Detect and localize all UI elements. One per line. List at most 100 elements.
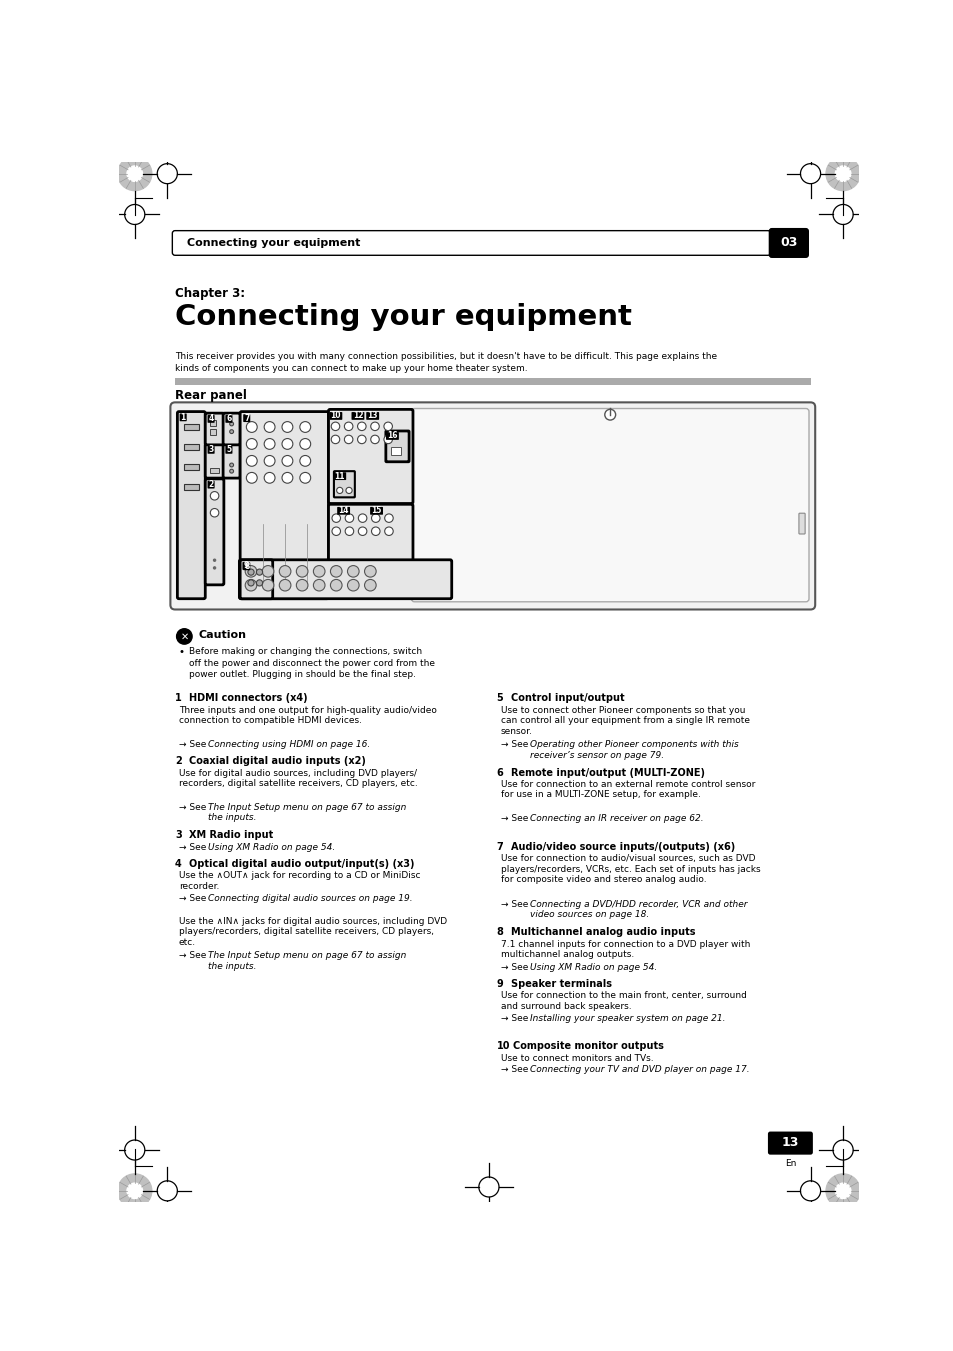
FancyBboxPatch shape: [243, 562, 250, 570]
Text: 13: 13: [781, 1136, 799, 1148]
Bar: [391, 447, 401, 455]
FancyBboxPatch shape: [177, 412, 205, 598]
FancyBboxPatch shape: [366, 412, 378, 420]
FancyBboxPatch shape: [208, 446, 214, 454]
Circle shape: [248, 580, 253, 586]
Bar: [183, 443, 199, 450]
Circle shape: [262, 580, 274, 590]
Text: Connecting an IR receiver on page 62.: Connecting an IR receiver on page 62.: [530, 815, 703, 823]
Circle shape: [245, 566, 256, 577]
Circle shape: [299, 455, 311, 466]
Text: 1: 1: [180, 413, 186, 422]
Circle shape: [246, 473, 257, 484]
Circle shape: [346, 488, 352, 493]
Text: → See: → See: [179, 740, 209, 750]
Text: → See: → See: [179, 894, 209, 904]
Circle shape: [384, 513, 393, 523]
Circle shape: [364, 580, 375, 590]
Text: → See: → See: [179, 951, 209, 961]
Circle shape: [347, 580, 358, 590]
Circle shape: [213, 567, 215, 569]
Text: The Input Setup menu on page 67 to assign
the inputs.: The Input Setup menu on page 67 to assig…: [208, 802, 406, 823]
Text: Use for digital audio sources, including DVD players/
recorders, digital satelli: Use for digital audio sources, including…: [179, 769, 417, 788]
Circle shape: [246, 439, 257, 450]
Circle shape: [282, 422, 293, 432]
Circle shape: [330, 580, 342, 590]
FancyBboxPatch shape: [243, 415, 250, 422]
Circle shape: [331, 422, 339, 431]
FancyBboxPatch shape: [205, 413, 224, 444]
FancyBboxPatch shape: [370, 507, 382, 515]
Circle shape: [127, 1183, 142, 1198]
Text: 4: 4: [174, 859, 182, 869]
Circle shape: [357, 435, 366, 443]
Text: → See: → See: [500, 900, 530, 909]
Text: Use for connection to an external remote control sensor
for use in a MULTI-ZONE : Use for connection to an external remote…: [500, 780, 754, 800]
Text: Rear panel: Rear panel: [174, 389, 247, 403]
Text: Use for connection to audio/visual sources, such as DVD
players/recorders, VCRs,: Use for connection to audio/visual sourc…: [500, 854, 760, 884]
Circle shape: [117, 157, 152, 190]
Circle shape: [213, 559, 215, 562]
Text: En: En: [784, 1159, 795, 1169]
Circle shape: [264, 455, 274, 466]
FancyBboxPatch shape: [329, 412, 342, 420]
FancyBboxPatch shape: [386, 432, 398, 440]
Circle shape: [127, 166, 142, 181]
FancyBboxPatch shape: [767, 1132, 812, 1155]
Circle shape: [313, 580, 325, 590]
Circle shape: [383, 422, 392, 431]
Circle shape: [332, 527, 340, 535]
Text: HDMI connectors (x4): HDMI connectors (x4): [189, 693, 307, 704]
Text: 03: 03: [780, 236, 797, 250]
Text: → See: → See: [500, 815, 530, 823]
Circle shape: [230, 430, 233, 434]
Circle shape: [604, 409, 615, 420]
Circle shape: [246, 422, 257, 432]
Circle shape: [331, 435, 339, 443]
Text: → See: → See: [500, 962, 530, 971]
Text: 3: 3: [209, 446, 213, 454]
FancyBboxPatch shape: [171, 403, 815, 609]
Circle shape: [384, 527, 393, 535]
Circle shape: [264, 439, 274, 450]
Text: Three inputs and one output for high-quality audio/video
connection to compatibl: Three inputs and one output for high-qua…: [179, 707, 436, 725]
Text: Control input/output: Control input/output: [510, 693, 623, 704]
Circle shape: [230, 463, 233, 467]
Text: Operating other Pioneer components with this
receiver’s sensor on page 79.: Operating other Pioneer components with …: [530, 740, 738, 759]
Text: Multichannel analog audio inputs: Multichannel analog audio inputs: [510, 927, 695, 938]
Text: Chapter 3:: Chapter 3:: [174, 286, 245, 300]
Text: 7: 7: [244, 413, 249, 423]
Circle shape: [344, 422, 353, 431]
Text: Using XM Radio on page 54.: Using XM Radio on page 54.: [530, 962, 657, 971]
FancyBboxPatch shape: [333, 473, 346, 480]
Circle shape: [358, 527, 367, 535]
Text: 7: 7: [497, 842, 503, 851]
Circle shape: [371, 513, 379, 523]
Text: 5: 5: [226, 446, 232, 454]
Text: 14: 14: [338, 507, 349, 515]
Circle shape: [176, 628, 192, 644]
Text: 4: 4: [209, 415, 213, 423]
FancyBboxPatch shape: [385, 431, 409, 462]
FancyBboxPatch shape: [205, 478, 224, 585]
FancyBboxPatch shape: [208, 481, 214, 489]
Bar: [183, 423, 199, 430]
Text: Caution: Caution: [198, 630, 246, 639]
Text: Connecting your TV and DVD player on page 17.: Connecting your TV and DVD player on pag…: [530, 1065, 749, 1074]
Circle shape: [248, 569, 253, 576]
FancyBboxPatch shape: [223, 444, 240, 478]
FancyBboxPatch shape: [179, 413, 187, 422]
Circle shape: [345, 527, 354, 535]
Text: 2: 2: [209, 480, 213, 489]
FancyBboxPatch shape: [225, 446, 233, 454]
FancyBboxPatch shape: [768, 228, 808, 258]
Text: 10: 10: [497, 1042, 510, 1051]
Text: Before making or changing the connections, switch
off the power and disconnect t: Before making or changing the connection…: [189, 647, 435, 680]
FancyBboxPatch shape: [240, 412, 328, 598]
Circle shape: [296, 566, 308, 577]
Circle shape: [835, 166, 850, 181]
Circle shape: [345, 513, 354, 523]
Circle shape: [230, 469, 233, 473]
Text: Use to connect monitors and TVs.: Use to connect monitors and TVs.: [500, 1054, 653, 1063]
Text: The Input Setup menu on page 67 to assign
the inputs.: The Input Setup menu on page 67 to assig…: [208, 951, 406, 970]
